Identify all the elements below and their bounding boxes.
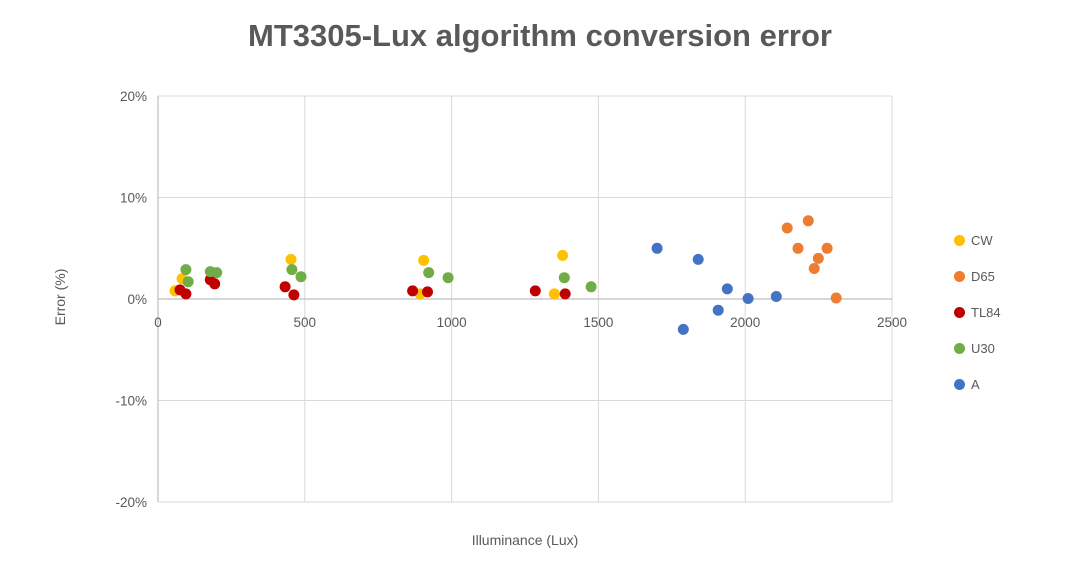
data-point-d65 — [808, 263, 820, 274]
data-point-a — [721, 283, 733, 295]
data-point-u30 — [423, 267, 435, 279]
data-point-cw — [418, 254, 430, 266]
legend-swatch-d65 — [954, 270, 965, 282]
data-point-tl84 — [279, 281, 291, 293]
legend-label-u30: U30 — [971, 340, 995, 356]
x-tick-label: 1500 — [583, 315, 613, 330]
data-point-d65 — [802, 215, 814, 227]
data-point-u30 — [286, 264, 298, 276]
data-point-tl84 — [288, 289, 300, 301]
y-tick-label: 0% — [127, 292, 147, 307]
y-tick-label: -20% — [115, 495, 147, 510]
y-axis-title: Error (%) — [52, 268, 68, 326]
y-tick-label: -10% — [115, 394, 147, 409]
data-point-a — [677, 323, 689, 335]
data-point-u30 — [182, 276, 194, 288]
legend-swatch-a — [954, 378, 965, 390]
data-point-u30 — [211, 267, 223, 279]
legend-item-a: A — [954, 374, 1001, 394]
legend-item-d65: D65 — [954, 266, 1001, 286]
data-point-u30 — [585, 281, 597, 293]
data-point-d65 — [821, 242, 833, 254]
legend-label-cw: CW — [971, 232, 993, 248]
data-point-u30 — [442, 272, 454, 284]
x-tick-label: 500 — [294, 315, 317, 330]
legend-item-cw: CW — [954, 230, 1001, 250]
data-point-tl84 — [559, 288, 571, 300]
data-point-a — [712, 304, 724, 316]
legend-swatch-u30 — [954, 342, 965, 354]
legend-item-tl84: TL84 — [954, 302, 1001, 322]
legend-label-a: A — [971, 376, 980, 392]
data-point-d65 — [792, 242, 804, 254]
data-point-d65 — [781, 222, 793, 234]
data-point-d65 — [812, 252, 824, 264]
x-tick-label: 0 — [154, 315, 162, 330]
y-tick-label: 20% — [120, 89, 147, 104]
data-point-cw — [557, 249, 569, 261]
legend: CW D65 TL84 U30 A — [954, 230, 1001, 394]
x-tick-label: 2500 — [877, 315, 907, 330]
data-point-cw — [548, 288, 560, 300]
data-point-u30 — [558, 272, 570, 284]
legend-item-u30: U30 — [954, 338, 1001, 358]
data-point-tl84 — [529, 285, 541, 297]
chart-title: MT3305-Lux algorithm conversion error — [248, 18, 832, 53]
data-point-tl84 — [180, 288, 192, 300]
data-point-a — [770, 291, 782, 302]
y-tick-label: 10% — [120, 191, 147, 206]
data-point-u30 — [180, 264, 192, 276]
x-tick-label: 2000 — [730, 315, 760, 330]
legend-label-d65: D65 — [971, 268, 995, 284]
data-point-cw — [285, 253, 297, 265]
data-point-u30 — [295, 271, 307, 283]
data-point-tl84 — [209, 278, 221, 290]
data-point-d65 — [830, 292, 842, 304]
x-axis-title: Illuminance (Lux) — [471, 532, 579, 548]
data-point-a — [651, 242, 663, 254]
data-point-tl84 — [407, 285, 419, 297]
data-point-a — [692, 253, 704, 265]
data-point-a — [742, 293, 754, 304]
legend-swatch-tl84 — [954, 306, 965, 318]
data-point-tl84 — [422, 286, 433, 298]
legend-swatch-cw — [954, 234, 965, 246]
legend-label-tl84: TL84 — [971, 304, 1001, 320]
x-tick-label: 1000 — [437, 315, 467, 330]
